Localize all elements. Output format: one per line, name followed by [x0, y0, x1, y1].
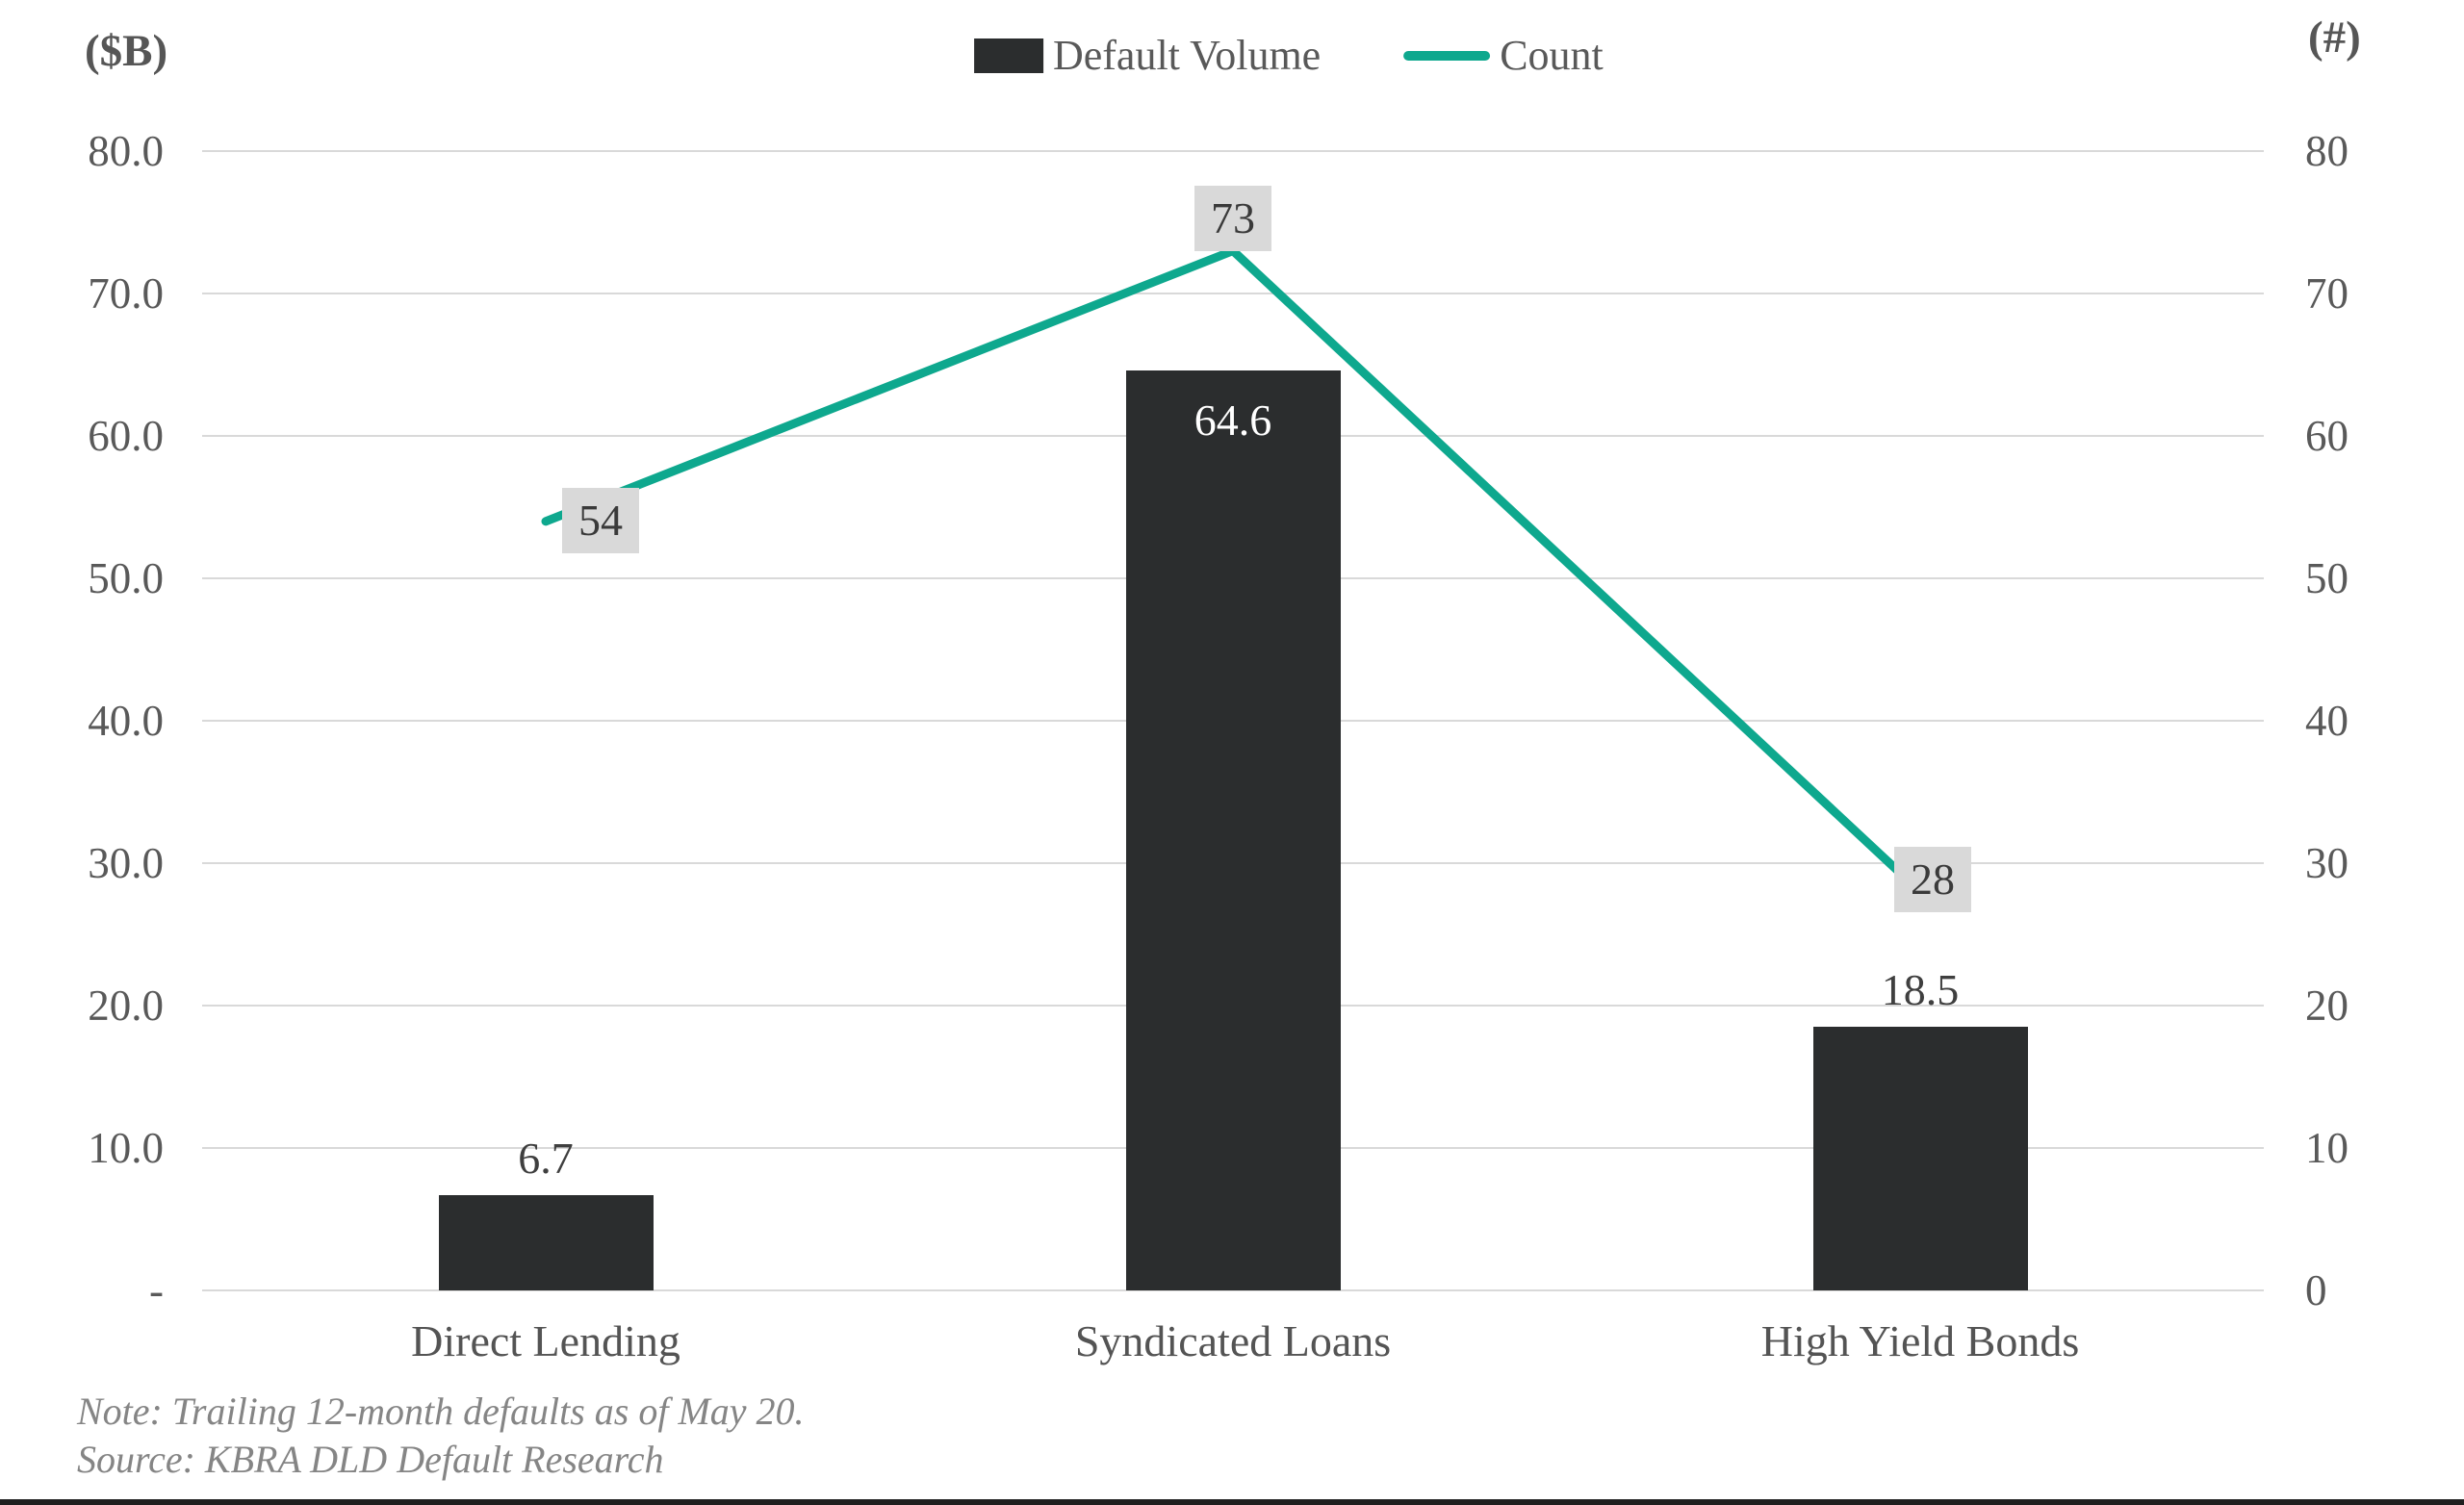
- footnote: Note: Trailing 12-month defaults as of M…: [77, 1388, 805, 1484]
- count-line: [541, 245, 1925, 897]
- left-axis-unit-label: ($B): [85, 26, 168, 76]
- right-axis-tick: 70: [2305, 269, 2348, 318]
- line-swatch-icon: [1403, 50, 1491, 61]
- left-axis-tick: 60.0: [88, 412, 164, 460]
- right-axis-tick: 20: [2305, 982, 2348, 1030]
- right-axis-tick: 50: [2305, 554, 2348, 602]
- right-axis-tick: 80: [2305, 127, 2348, 175]
- count-polyline: [541, 245, 1925, 897]
- left-axis-tick: 10.0: [88, 1124, 164, 1172]
- left-axis-tick: 40.0: [88, 697, 164, 745]
- legend-label-default-volume: Default Volume: [1052, 32, 1322, 79]
- bar-syndicated-loans: [1125, 370, 1341, 1290]
- left-axis-tick: -: [149, 1266, 164, 1314]
- note-text: Note: Trailing 12-month defaults as of M…: [77, 1390, 805, 1433]
- right-axis-tick: 10: [2305, 1124, 2348, 1172]
- legend: Default Volume Count: [973, 31, 1604, 80]
- category-label-high-yield-bonds: High Yield Bonds: [1760, 1316, 2080, 1365]
- left-axis-tick: 80.0: [88, 127, 164, 175]
- right-axis-tick: 60: [2305, 412, 2348, 460]
- line-value-label: 28: [1894, 846, 1971, 912]
- left-axis-tick: 20.0: [88, 982, 164, 1030]
- left-axis-tick: 30.0: [88, 839, 164, 887]
- bar-value-label: 64.6: [1194, 395, 1272, 445]
- left-axis-tick: 50.0: [88, 554, 164, 602]
- bar-direct-lending: [438, 1194, 654, 1290]
- gridline: [202, 293, 2264, 294]
- legend-item-default-volume: Default Volume: [973, 31, 1322, 80]
- legend-label-count: Count: [1500, 32, 1604, 79]
- gridline: [202, 1289, 2264, 1291]
- line-value-label: 73: [1194, 185, 1271, 251]
- bar-value-label: 6.7: [518, 1133, 574, 1183]
- left-axis-tick: 70.0: [88, 269, 164, 318]
- category-label-direct-lending: Direct Lending: [411, 1316, 680, 1365]
- legend-item-count: Count: [1403, 31, 1604, 80]
- right-axis-tick: 30: [2305, 839, 2348, 887]
- category-label-syndicated-loans: Syndicated Loans: [1074, 1316, 1392, 1365]
- right-axis-tick: 40: [2305, 697, 2348, 745]
- line-value-label: 54: [562, 487, 639, 553]
- bottom-border: [0, 1499, 2464, 1505]
- bar-value-label: 18.5: [1881, 965, 1960, 1015]
- right-axis-tick: 0: [2305, 1266, 2327, 1314]
- source-text: Source: KBRA DLD Default Research: [77, 1438, 664, 1481]
- bar-swatch-icon: [973, 38, 1043, 73]
- right-axis-unit-label: (#): [2308, 13, 2361, 63]
- plot-area: 80.0 80 70.0 70 60.0 60 50.0 50 40.0 40 30.0 30 20.0…: [88, 127, 2348, 1365]
- gridline: [202, 150, 2264, 152]
- bar-high-yield-bonds: [1812, 1027, 2028, 1290]
